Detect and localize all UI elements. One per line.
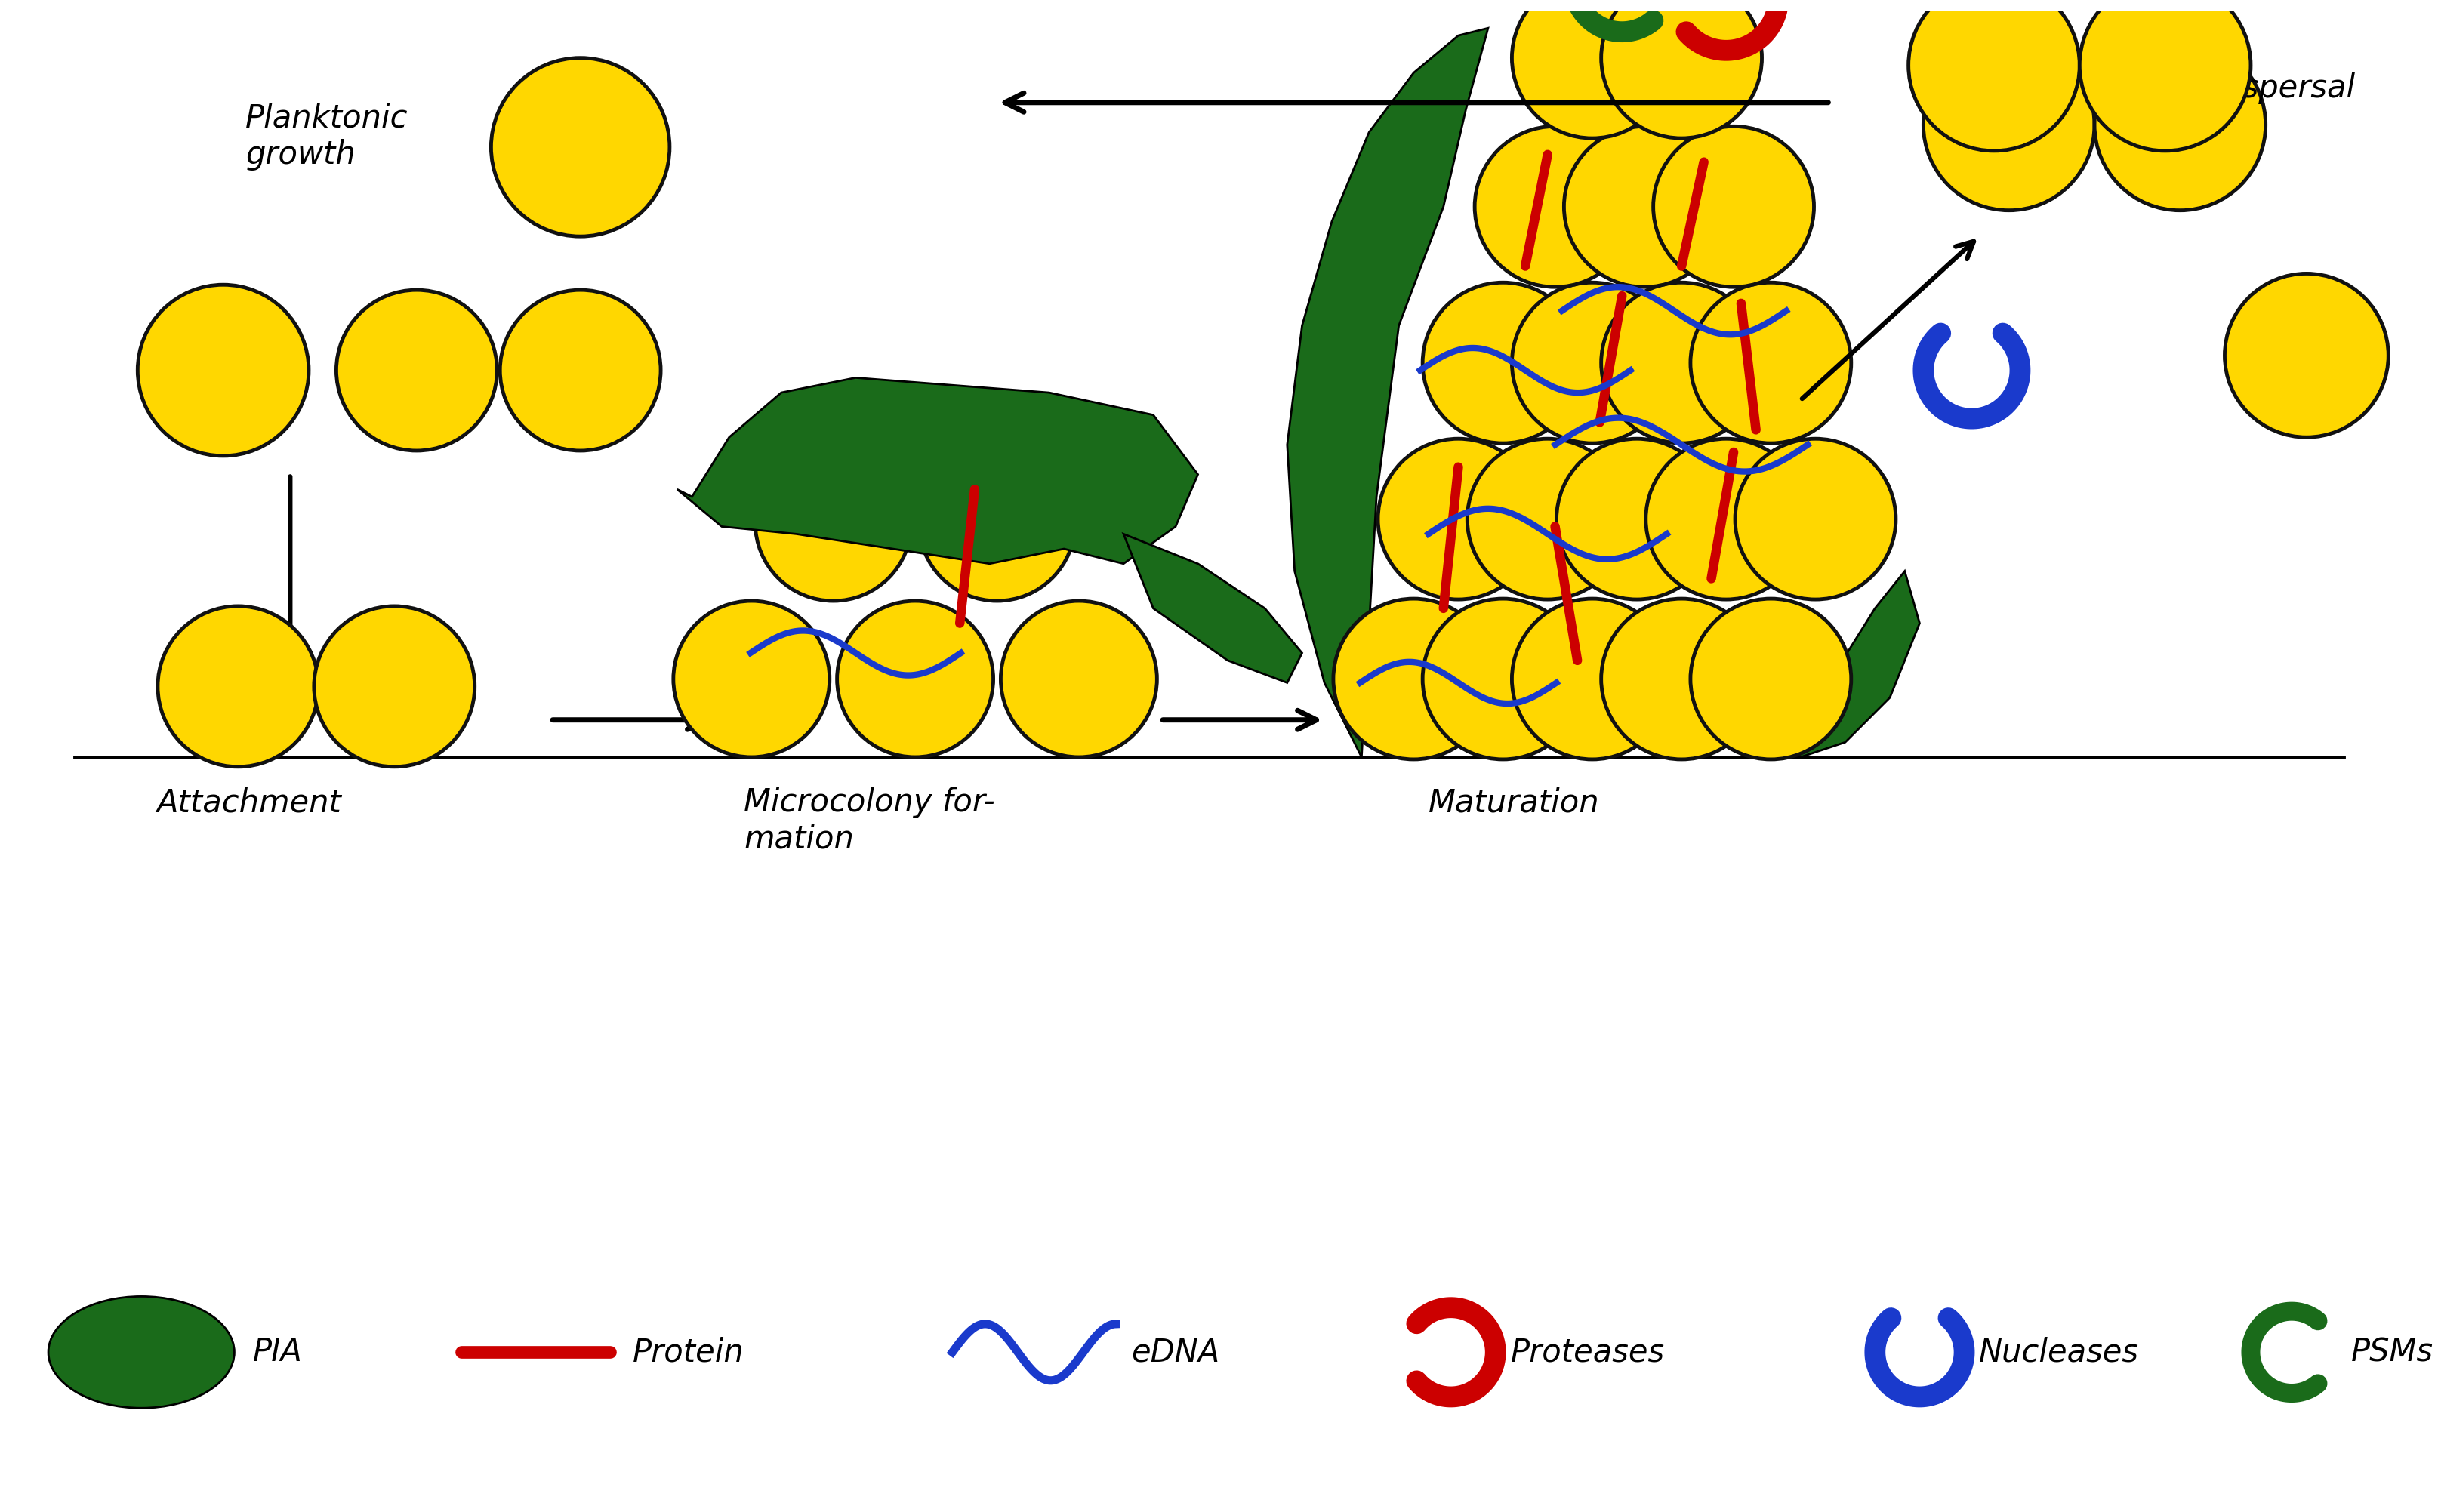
Ellipse shape — [1690, 599, 1850, 759]
Ellipse shape — [1468, 438, 1629, 599]
Text: Protein: Protein — [631, 1337, 744, 1368]
Ellipse shape — [137, 284, 310, 455]
Ellipse shape — [1512, 283, 1672, 443]
Ellipse shape — [1334, 599, 1494, 759]
Text: eDNA: eDNA — [1131, 1337, 1219, 1368]
Polygon shape — [1287, 29, 1487, 758]
Ellipse shape — [1555, 438, 1716, 599]
Ellipse shape — [1602, 283, 1760, 443]
Text: Planktonic
growth: Planktonic growth — [246, 103, 407, 171]
Ellipse shape — [673, 600, 829, 758]
Ellipse shape — [158, 606, 319, 767]
Ellipse shape — [49, 1296, 234, 1408]
Ellipse shape — [1475, 127, 1636, 287]
Ellipse shape — [919, 445, 1075, 600]
Polygon shape — [678, 378, 1197, 564]
Ellipse shape — [1690, 283, 1850, 443]
Ellipse shape — [1924, 39, 2094, 210]
Ellipse shape — [2080, 0, 2250, 151]
Polygon shape — [1770, 572, 1919, 758]
Ellipse shape — [2223, 274, 2387, 437]
Ellipse shape — [2094, 39, 2265, 210]
Ellipse shape — [1909, 0, 2080, 151]
Polygon shape — [1124, 534, 1302, 683]
Ellipse shape — [1000, 600, 1156, 758]
Ellipse shape — [1653, 127, 1814, 287]
Text: Dispersal: Dispersal — [2209, 73, 2355, 104]
Text: Attachment: Attachment — [156, 786, 341, 818]
Ellipse shape — [1512, 599, 1672, 759]
Ellipse shape — [490, 57, 670, 236]
Ellipse shape — [1377, 438, 1538, 599]
Ellipse shape — [1646, 438, 1807, 599]
Text: PIA: PIA — [254, 1337, 302, 1368]
Text: Maturation: Maturation — [1429, 786, 1599, 818]
Ellipse shape — [336, 290, 497, 451]
Text: Nucleases: Nucleases — [1980, 1337, 2138, 1368]
Ellipse shape — [1421, 283, 1582, 443]
Ellipse shape — [315, 606, 475, 767]
Text: PSMs: PSMs — [2350, 1337, 2433, 1368]
Text: Microcolony for-
mation: Microcolony for- mation — [744, 786, 995, 856]
Text: Proteases: Proteases — [1509, 1337, 1665, 1368]
Ellipse shape — [756, 445, 912, 600]
Ellipse shape — [1563, 127, 1724, 287]
Ellipse shape — [1733, 438, 1894, 599]
Ellipse shape — [836, 600, 992, 758]
Ellipse shape — [500, 290, 661, 451]
Ellipse shape — [1602, 599, 1760, 759]
Ellipse shape — [1421, 599, 1582, 759]
Ellipse shape — [1602, 0, 1760, 138]
Ellipse shape — [1512, 0, 1672, 138]
